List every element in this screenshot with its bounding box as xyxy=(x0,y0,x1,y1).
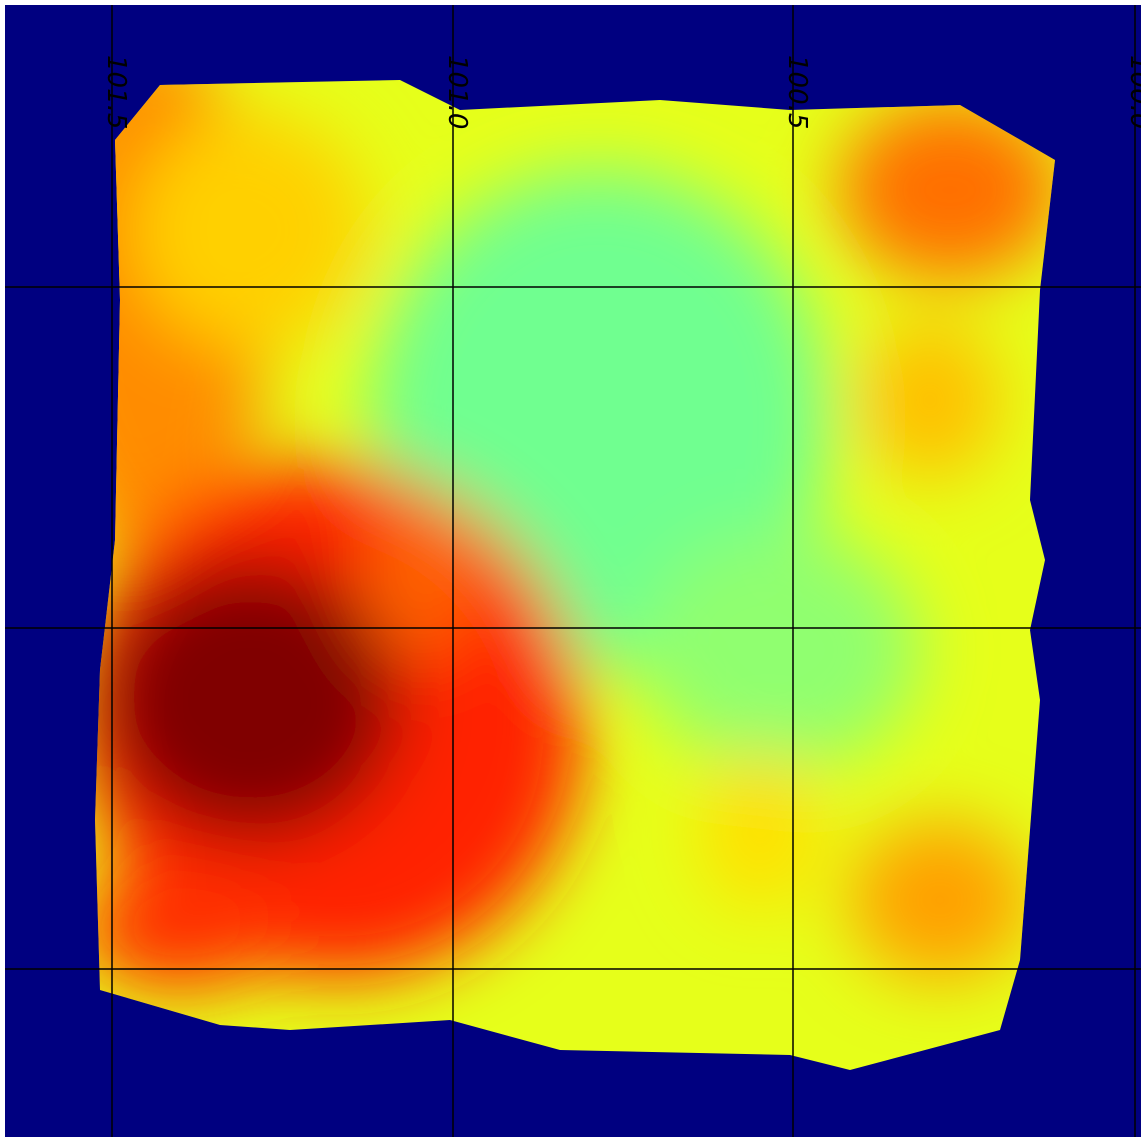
grid-label: 100.0 xyxy=(1124,55,1141,129)
coordinate-grid xyxy=(5,5,1141,1137)
grid-label: 101.5 xyxy=(101,55,131,129)
grid-label: 101.0 xyxy=(442,55,472,129)
grid-label: 100.5 xyxy=(782,55,812,129)
